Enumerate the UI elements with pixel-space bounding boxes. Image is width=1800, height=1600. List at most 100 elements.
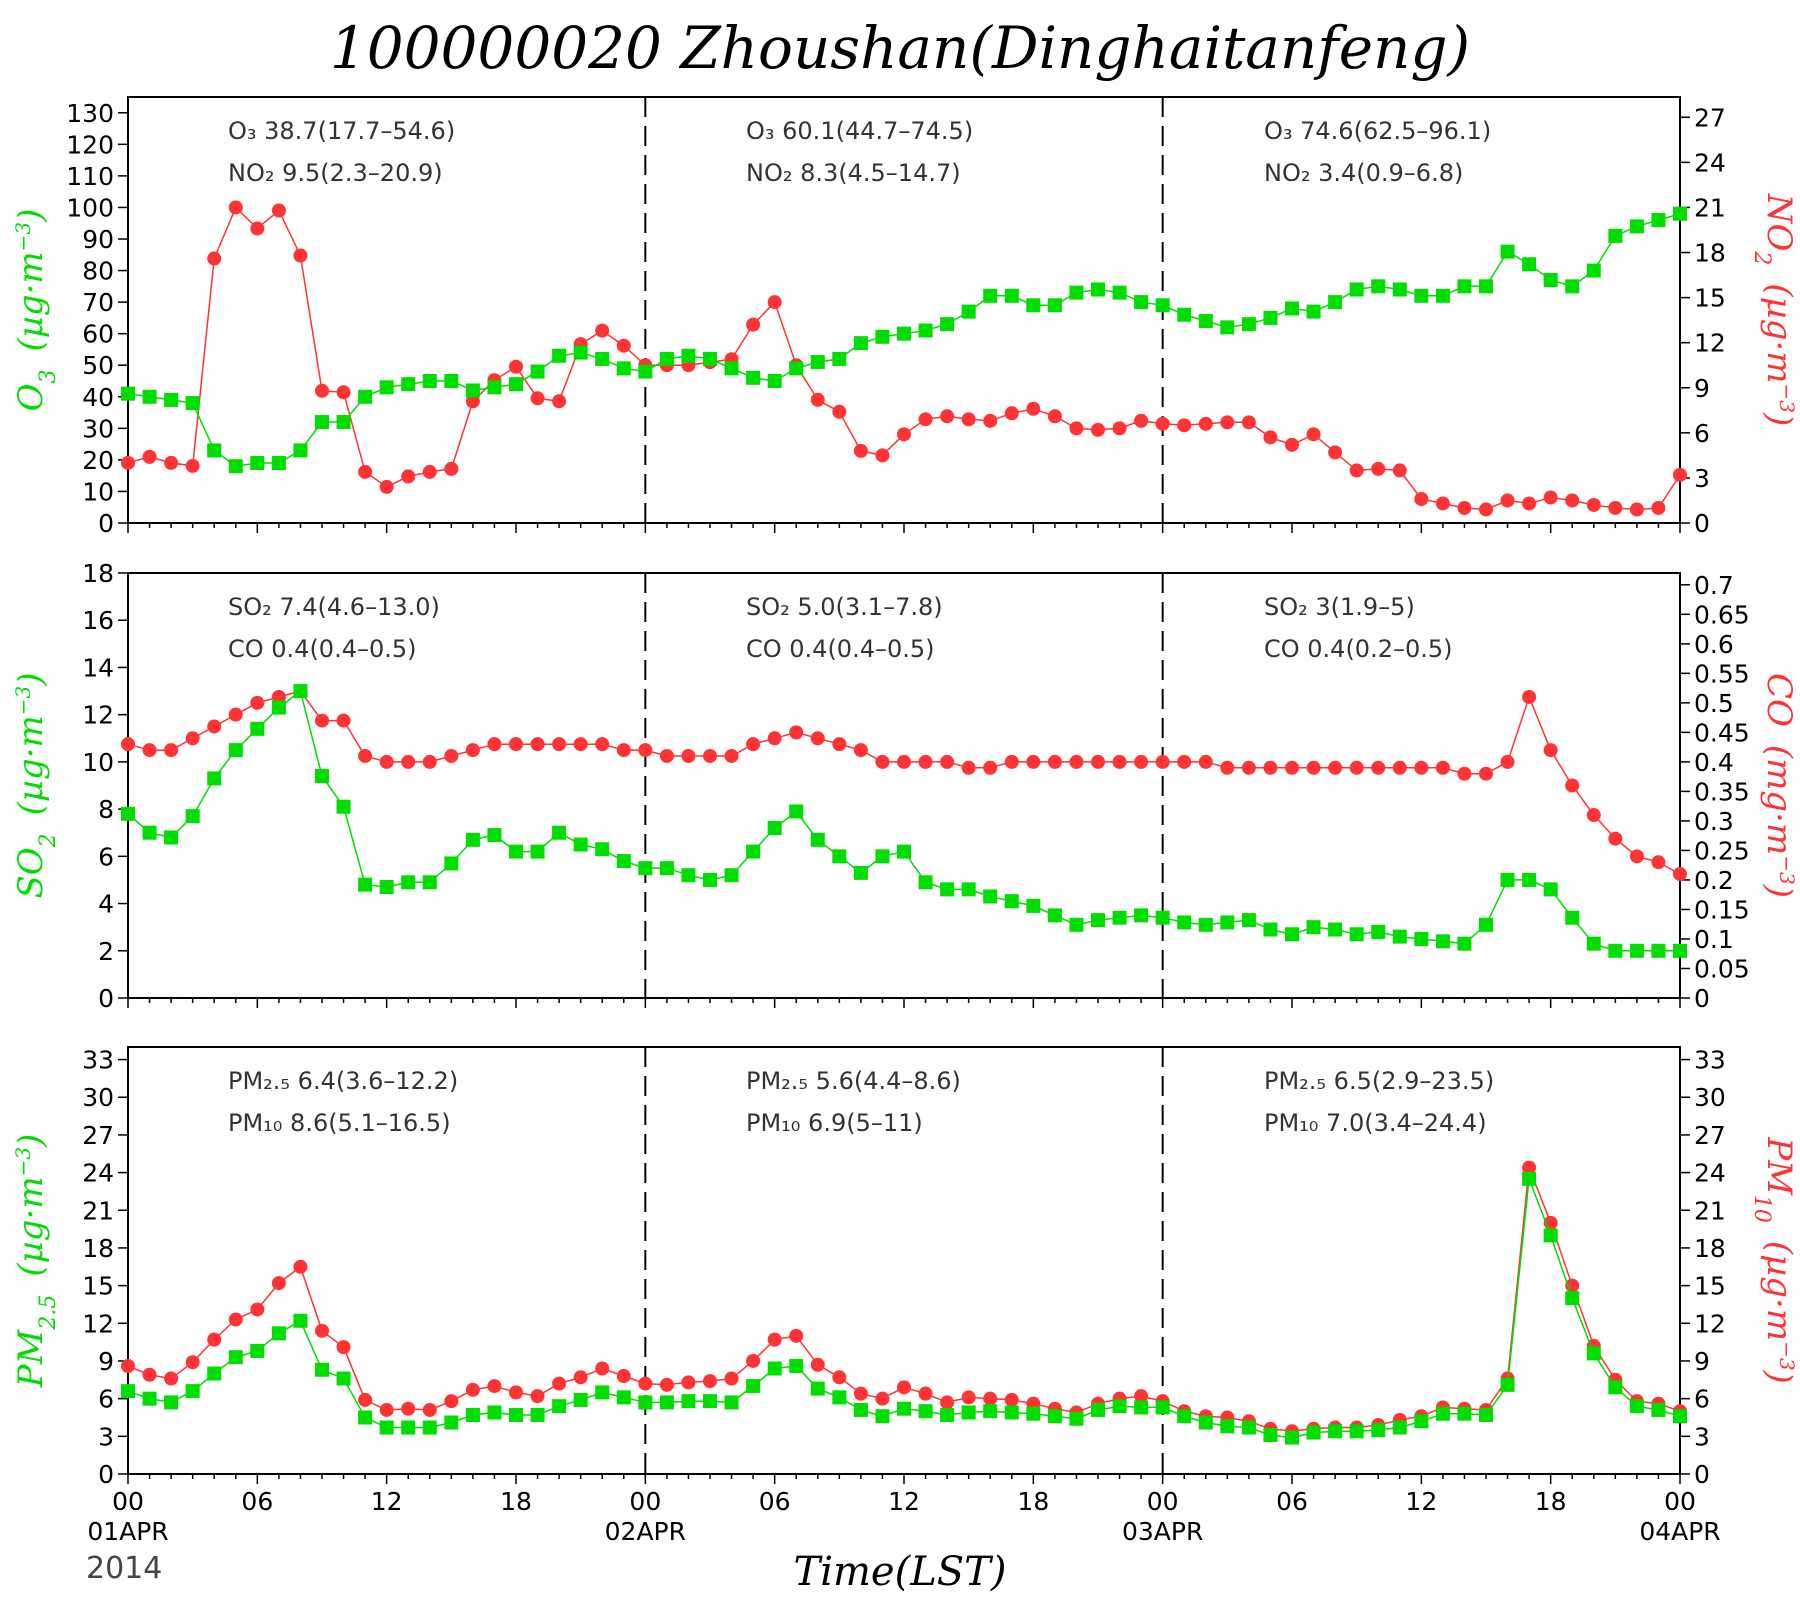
data-point-co xyxy=(250,695,265,710)
data-point-no2 xyxy=(1349,463,1364,478)
data-point-no2 xyxy=(940,409,955,424)
data-point-so2 xyxy=(1004,894,1019,909)
data-point-so2 xyxy=(810,832,825,847)
data-point-co xyxy=(1565,778,1580,793)
data-point-pm10 xyxy=(401,1401,416,1416)
right-y-tick-label: 0.05 xyxy=(1694,954,1750,983)
annotation-line-1: SO₂ 5.0(3.1–7.8) xyxy=(746,593,943,621)
data-point-pm2-5 xyxy=(164,1395,179,1410)
data-point-pm2-5 xyxy=(1112,1399,1127,1414)
x-tick-label: 18 xyxy=(500,1487,532,1516)
data-point-o3 xyxy=(444,374,459,388)
left-y-tick-label: 40 xyxy=(82,383,114,412)
data-point-pm2-5 xyxy=(1026,1406,1041,1421)
data-point-so2 xyxy=(185,809,200,824)
data-point-co xyxy=(918,754,933,769)
annotation-line-2: PM₁₀ 6.9(5–11) xyxy=(746,1109,923,1137)
data-point-pm10 xyxy=(315,1323,329,1338)
data-point-pm10 xyxy=(358,1392,373,1407)
data-point-so2 xyxy=(487,828,502,843)
data-point-so2 xyxy=(422,875,437,890)
data-point-pm10 xyxy=(121,1358,135,1373)
right-y-tick-label: 27 xyxy=(1694,1121,1726,1150)
chart-title: 100000020 Zhoushan(Dinghaitanfeng) xyxy=(330,14,1470,82)
data-point-pm2-5 xyxy=(1673,1409,1687,1424)
data-point-co xyxy=(638,743,653,758)
data-point-no2 xyxy=(595,323,610,338)
x-day-label: 02APR xyxy=(605,1517,686,1546)
x-tick-label: 12 xyxy=(888,1487,920,1516)
data-point-so2 xyxy=(1306,920,1321,935)
data-point-pm2-5 xyxy=(875,1409,890,1424)
data-point-o3 xyxy=(1565,279,1580,294)
annotation-line-1: PM₂.₅ 6.5(2.9–23.5) xyxy=(1264,1067,1494,1095)
right-y-tick-label: 0.5 xyxy=(1694,689,1734,718)
data-point-so2 xyxy=(724,868,739,883)
data-point-pm2-5 xyxy=(1069,1411,1084,1426)
data-point-o3 xyxy=(1414,288,1429,303)
data-point-o3 xyxy=(1026,298,1041,313)
data-point-so2 xyxy=(1026,898,1041,913)
data-point-pm2-5 xyxy=(659,1395,674,1410)
left-y-tick-label: 90 xyxy=(82,225,114,254)
data-point-pm2-5 xyxy=(121,1384,135,1399)
data-point-so2 xyxy=(271,700,286,715)
data-point-o3 xyxy=(1004,288,1019,303)
data-point-no2 xyxy=(401,469,416,484)
data-point-so2 xyxy=(1586,936,1601,951)
data-point-o3 xyxy=(379,380,394,395)
data-point-pm10 xyxy=(724,1371,739,1386)
right-y-tick-label: 15 xyxy=(1694,284,1726,313)
annotation-line-2: CO 0.4(0.4–0.5) xyxy=(746,635,935,663)
data-point-o3 xyxy=(121,386,135,401)
left-y-tick-label: 60 xyxy=(82,320,114,349)
right-y-tick-label: 0.15 xyxy=(1694,895,1750,924)
data-point-o3 xyxy=(746,370,761,385)
right-y-tick-label: 0.2 xyxy=(1694,866,1734,895)
data-point-pm10 xyxy=(465,1382,480,1397)
left-y-tick-label: 0 xyxy=(98,509,114,538)
data-point-no2 xyxy=(1112,421,1127,436)
data-point-so2 xyxy=(164,830,179,845)
data-point-no2 xyxy=(315,383,329,398)
data-point-o3 xyxy=(875,329,890,344)
data-point-no2 xyxy=(746,317,761,332)
left-y-tick-label: 30 xyxy=(82,1083,114,1112)
data-point-pm10 xyxy=(573,1370,588,1385)
data-point-o3 xyxy=(1586,263,1601,278)
data-point-so2 xyxy=(897,844,911,859)
right-y-tick-label: 24 xyxy=(1694,1159,1726,1188)
data-point-pm2-5 xyxy=(1457,1406,1472,1421)
panel-pm2-5-pm10: 0 3 6 9 12 15 18 21 24 27 30 33 0 3 6 9 12 15 18 21 24 27 30 33… xyxy=(11,1046,1799,1489)
data-point-co xyxy=(681,748,696,763)
right-y-tick-label: 30 xyxy=(1694,1083,1726,1112)
left-y-tick-label: 6 xyxy=(98,842,114,871)
right-y-tick-label: 21 xyxy=(1694,193,1726,222)
data-point-o3 xyxy=(1349,282,1364,297)
data-point-co xyxy=(1134,754,1149,769)
annotation-line-1: PM₂.₅ 5.6(4.4–8.6) xyxy=(746,1067,961,1095)
data-point-o3 xyxy=(422,374,437,388)
data-point-pm2-5 xyxy=(336,1371,351,1386)
data-point-o3 xyxy=(961,304,976,319)
right-y-tick-label: 0.65 xyxy=(1694,600,1750,629)
data-point-o3 xyxy=(1673,206,1687,221)
data-point-pm2-5 xyxy=(940,1407,955,1422)
data-point-co xyxy=(595,737,610,752)
left-y-tick-label: 50 xyxy=(82,351,114,380)
data-point-pm10 xyxy=(767,1332,782,1347)
data-point-pm10 xyxy=(918,1386,933,1401)
data-point-co xyxy=(142,743,157,758)
data-point-no2 xyxy=(228,200,243,215)
left-y-tick-label: 33 xyxy=(82,1046,114,1075)
data-point-pm2-5 xyxy=(961,1405,976,1420)
data-point-pm10 xyxy=(487,1379,502,1394)
data-point-pm2-5 xyxy=(746,1379,761,1394)
left-y-tick-label: 0 xyxy=(98,1460,114,1489)
annotation-line-1: O₃ 38.7(17.7–54.6) xyxy=(228,117,455,145)
data-point-pm2-5 xyxy=(1198,1415,1213,1430)
data-point-so2 xyxy=(1543,882,1558,897)
data-point-co xyxy=(1435,760,1450,775)
data-point-co xyxy=(659,748,674,763)
